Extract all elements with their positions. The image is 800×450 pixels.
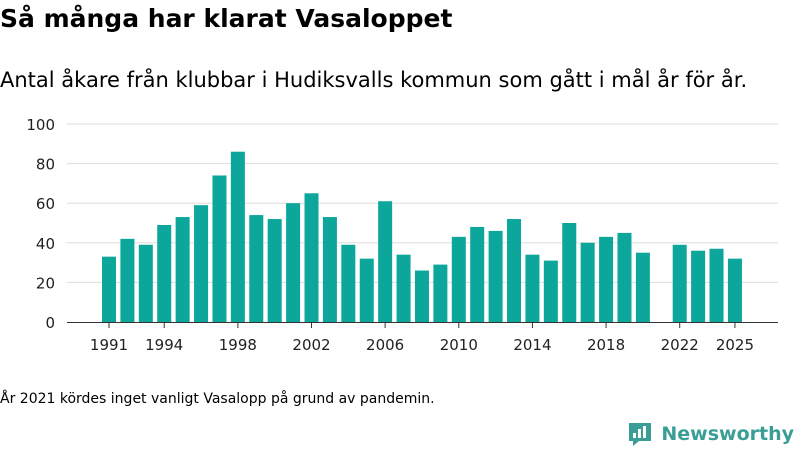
bar-2024: [709, 248, 724, 322]
bar-1995: [175, 217, 190, 322]
y-tick-label: 40: [36, 235, 55, 253]
bar-1999: [249, 215, 264, 322]
bar-2019: [617, 232, 632, 322]
chart-title: Så många har klarat Vasaloppet: [0, 4, 453, 33]
bar-1997: [212, 175, 227, 322]
footnote: År 2021 kördes inget vanligt Vasalopp på…: [0, 391, 435, 407]
bar-2012: [488, 230, 503, 322]
x-tick-label: 1994: [145, 336, 183, 354]
bar-2003: [322, 217, 337, 322]
bar-1996: [194, 205, 209, 322]
bar-2008: [414, 270, 429, 322]
newsworthy-chart-logo-icon: [629, 423, 652, 446]
gridlines: [67, 123, 778, 283]
bar-2007: [396, 254, 411, 322]
bar-1991: [102, 256, 116, 322]
bar-2025: [727, 258, 742, 322]
bar-2011: [470, 226, 485, 322]
bar-2018: [599, 236, 614, 322]
bar-2009: [433, 264, 448, 322]
x-tick-label: 2014: [513, 336, 551, 354]
bar-1998: [230, 151, 245, 322]
bar-2002: [304, 193, 319, 322]
x-tick-label: 1991: [90, 336, 128, 354]
bar-1993: [138, 244, 153, 322]
x-tick-label: 2010: [440, 336, 478, 354]
y-tick-label: 100: [26, 116, 55, 134]
x-tick-label: 2006: [366, 336, 404, 354]
x-axis-ticks: 1991 1994 1998 2002 2006 2010 2014 2018 2022 2025: [90, 322, 754, 354]
bar-2023: [691, 250, 706, 322]
bar-2005: [359, 258, 374, 322]
bar-1992: [120, 238, 135, 322]
y-tick-label: 80: [36, 156, 55, 174]
x-tick-label: 2025: [716, 336, 754, 354]
bars: [102, 151, 742, 322]
bar-2013: [507, 219, 522, 322]
x-tick-label: 2002: [292, 336, 330, 354]
bar-2022: [672, 244, 687, 322]
x-tick-label: 2022: [661, 336, 699, 354]
x-tick-label: 2018: [587, 336, 625, 354]
bar-2000: [267, 219, 282, 322]
bar-2015: [543, 260, 558, 322]
y-tick-label: 60: [36, 195, 55, 213]
bar-2006: [378, 201, 393, 322]
chart-subtitle: Antal åkare från klubbar i Hudiksvalls k…: [0, 68, 748, 92]
bar-2020: [635, 252, 650, 322]
y-axis-ticks: 0 20 40 60 80 100: [26, 116, 55, 332]
bar-2001: [286, 203, 301, 322]
brand-name: Newsworthy: [661, 423, 794, 445]
bar-2016: [562, 223, 577, 322]
y-tick-label: 0: [45, 314, 55, 332]
bar-2014: [525, 254, 540, 322]
bar-1994: [157, 224, 172, 322]
bar-2010: [451, 236, 466, 322]
brand-logo: Newsworthy: [627, 421, 794, 447]
bar-2017: [580, 242, 595, 322]
x-tick-label: 1998: [219, 336, 257, 354]
y-tick-label: 20: [36, 274, 55, 292]
bar-2004: [341, 244, 356, 322]
